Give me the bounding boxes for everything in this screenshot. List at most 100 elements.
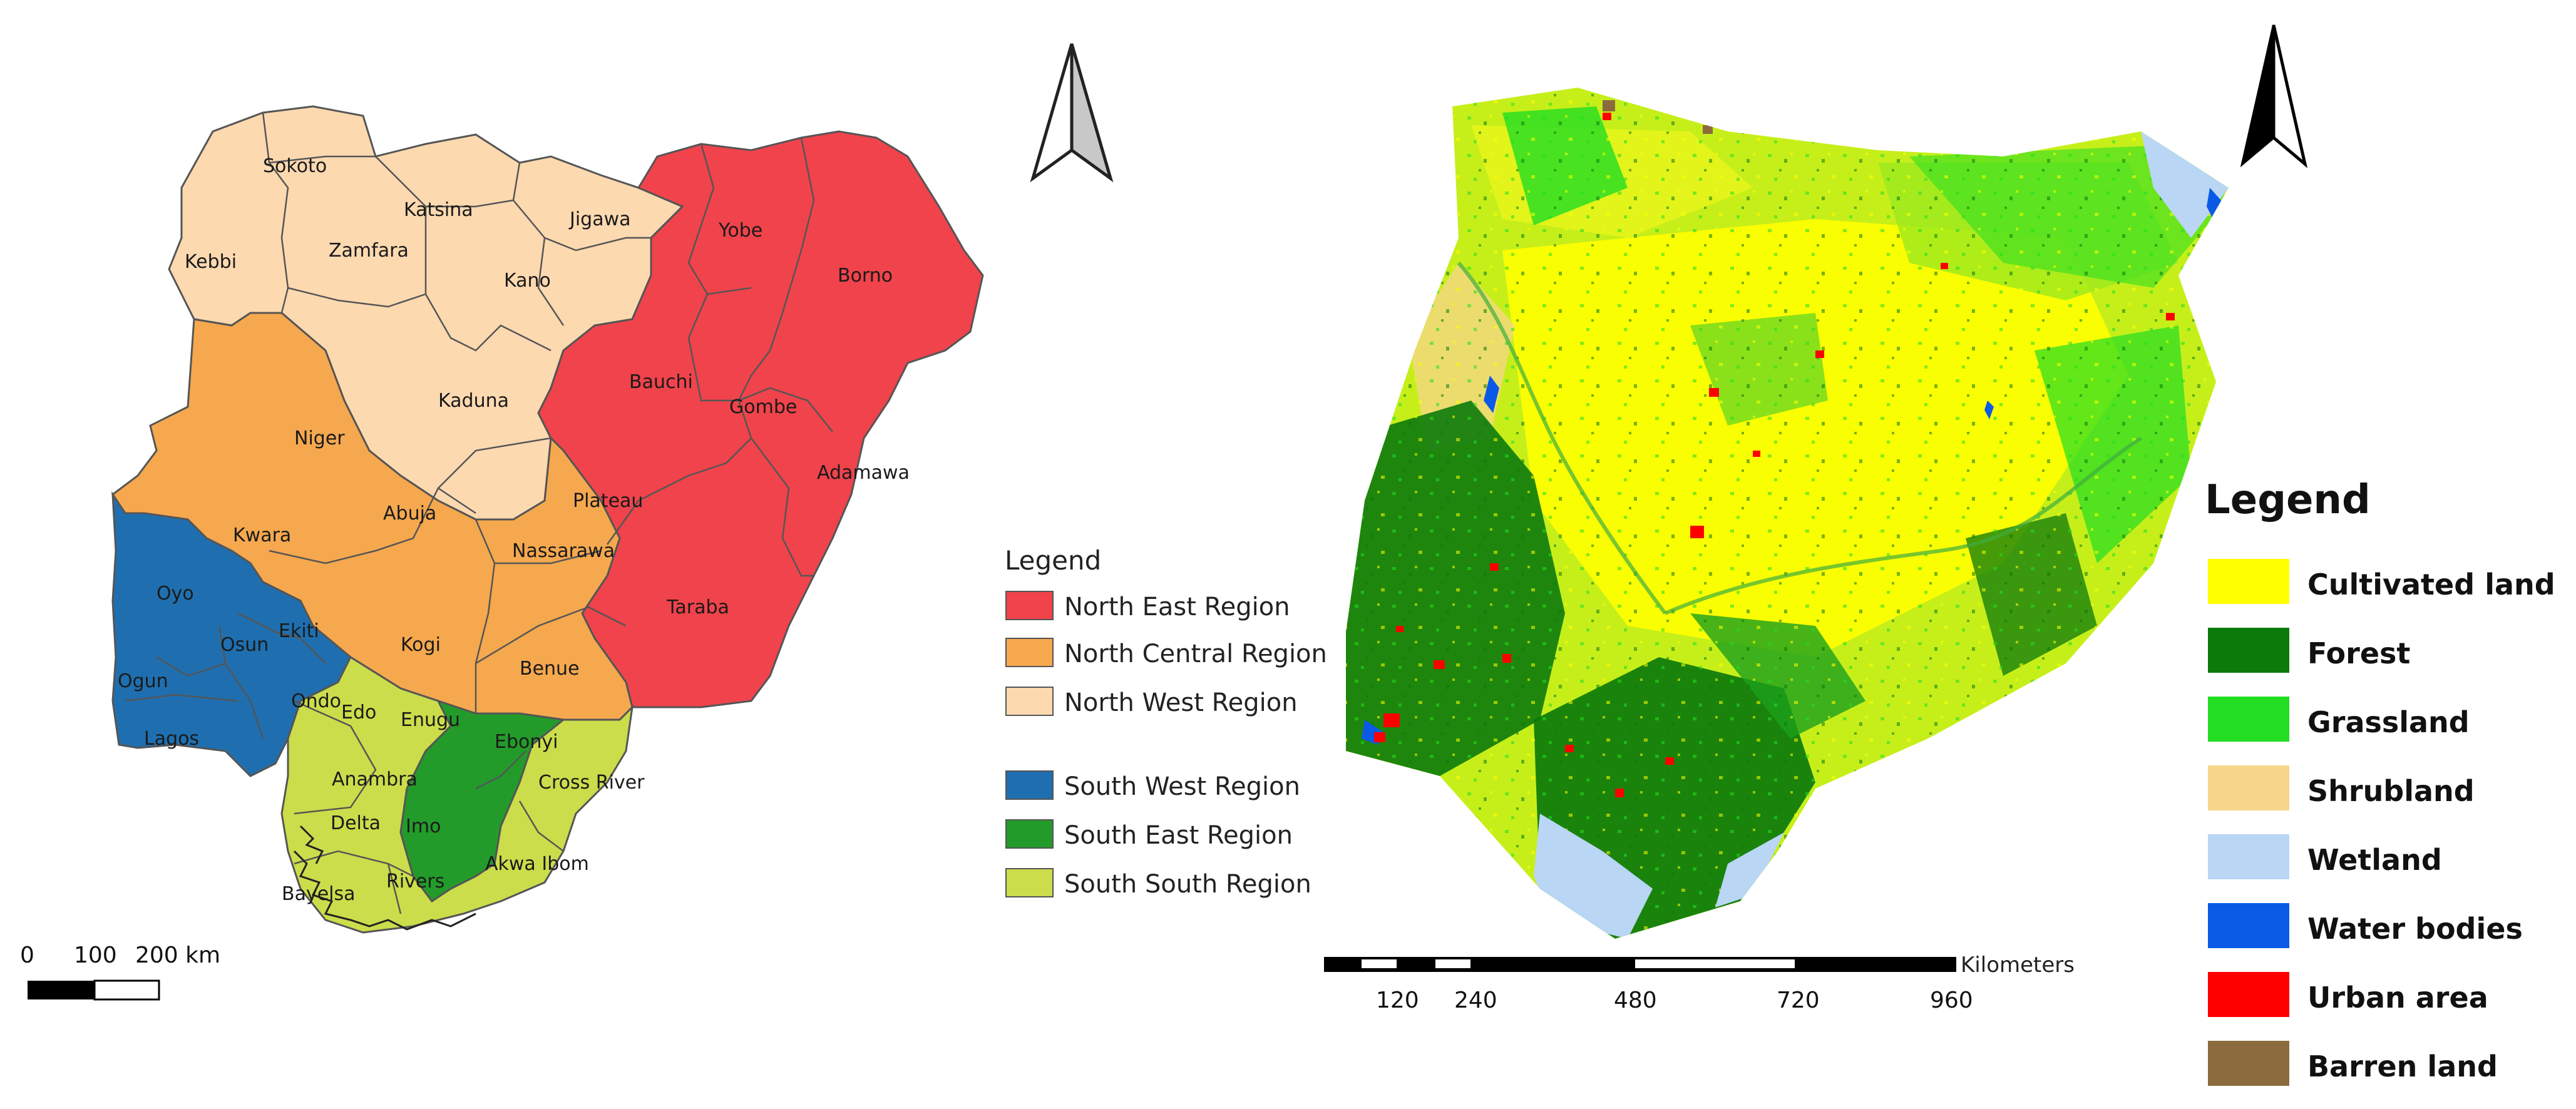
legend-label: South West Region bbox=[1064, 772, 1300, 801]
legend-item-north-east: North East Region bbox=[1005, 591, 1290, 621]
legend-swatch bbox=[1005, 868, 1054, 897]
right-map: Kilometers 120 240 480 720 960 Legend Cu… bbox=[1324, 24, 2555, 1086]
legend-item-north-west: North West Region bbox=[1005, 687, 1298, 717]
scale-label-0: 0 bbox=[20, 943, 34, 968]
region-north-east bbox=[537, 130, 984, 708]
state-label-edo: Edo bbox=[341, 702, 376, 723]
legend-swatch bbox=[2208, 697, 2289, 742]
state-label-ebonyi: Ebonyi bbox=[495, 731, 558, 753]
legend-swatch bbox=[2208, 834, 2289, 879]
state-label-nassarawa: Nassarawa bbox=[512, 540, 615, 562]
state-label-kano: Kano bbox=[504, 270, 551, 292]
legend-label: Barren land bbox=[2307, 1050, 2498, 1083]
legend-swatch bbox=[1005, 687, 1054, 716]
legend-label: Shrubland bbox=[2307, 774, 2475, 808]
state-label-lagos: Lagos bbox=[144, 728, 199, 750]
legend-item-grassland: Grassland bbox=[2208, 697, 2470, 742]
state-label-gombe: Gombe bbox=[729, 396, 797, 418]
state-label-anambra: Anambra bbox=[332, 769, 418, 790]
state-label-niger: Niger bbox=[294, 427, 345, 449]
legend-swatch bbox=[2208, 903, 2289, 948]
state-label-bayelsa: Bayelsa bbox=[282, 883, 356, 905]
legend-swatch bbox=[1005, 638, 1054, 667]
region-legend: Legend North East Region North Central R… bbox=[1005, 545, 1327, 899]
state-label-ogun: Ogun bbox=[118, 670, 168, 692]
legend-label: Forest bbox=[2307, 636, 2410, 670]
state-label-zamfara: Zamfara bbox=[329, 240, 409, 262]
legend-label: Urban area bbox=[2307, 981, 2488, 1014]
legend-swatch bbox=[2208, 559, 2289, 604]
state-label-yobe: Yobe bbox=[718, 220, 762, 242]
legend-item-north-central: North Central Region bbox=[1005, 638, 1327, 668]
legend-item-forest: Forest bbox=[2208, 628, 2410, 673]
state-label-taraba: Taraba bbox=[666, 596, 729, 618]
state-label-ondo: Ondo bbox=[291, 690, 341, 712]
legend-label: South East Region bbox=[1064, 821, 1293, 850]
scale-tick-240: 240 bbox=[1454, 988, 1497, 1013]
state-label-osun: Osun bbox=[220, 634, 269, 656]
state-label-borno: Borno bbox=[838, 265, 893, 287]
legend-label: Grassland bbox=[2307, 705, 2470, 739]
legend-label: North East Region bbox=[1064, 593, 1290, 621]
scale-label-200km: 200 km bbox=[135, 943, 220, 968]
north-arrow-icon bbox=[1030, 43, 1114, 183]
landcover-legend: Legend Cultivated land Forest Grassland … bbox=[2205, 477, 2555, 1086]
scale-tick-720: 720 bbox=[1777, 988, 1820, 1013]
legend-item-wetland: Wetland bbox=[2208, 834, 2442, 879]
legend-item-south-east: South East Region bbox=[1005, 819, 1293, 850]
legend-label: Cultivated land bbox=[2307, 568, 2555, 601]
legend-swatch bbox=[2208, 765, 2289, 810]
legend-item-south-west: South West Region bbox=[1005, 770, 1300, 801]
legend-swatch bbox=[2208, 1041, 2289, 1086]
legend-label: Water bodies bbox=[2307, 912, 2523, 946]
niger-delta-coast bbox=[293, 825, 476, 931]
legend-label: North Central Region bbox=[1064, 640, 1327, 668]
scale-bar-right: Kilometers 120 240 480 720 960 bbox=[1324, 953, 2075, 1013]
legend-item-urban-area: Urban area bbox=[2208, 972, 2488, 1017]
state-label-plateau: Plateau bbox=[573, 490, 643, 512]
legend-swatch bbox=[2208, 972, 2289, 1017]
state-label-kaduna: Kaduna bbox=[438, 390, 509, 412]
north-arrow-icon bbox=[2240, 24, 2308, 168]
legend-item-water-bodies: Water bodies bbox=[2208, 903, 2523, 948]
state-labels: Sokoto Katsina Jigawa Kebbi Zamfara Kano… bbox=[118, 155, 910, 905]
state-label-delta: Delta bbox=[331, 812, 381, 834]
state-boundaries bbox=[125, 112, 833, 914]
region-legend-title: Legend bbox=[1005, 545, 1101, 576]
state-label-kebbi: Kebbi bbox=[185, 251, 237, 273]
state-label-katsina: Katsina bbox=[404, 199, 473, 221]
scale-tick-480: 480 bbox=[1614, 988, 1657, 1013]
legend-item-barren-land: Barren land bbox=[2208, 1041, 2498, 1086]
legend-label: South South Region bbox=[1064, 870, 1311, 899]
left-map: Sokoto Katsina Jigawa Kebbi Zamfara Kano… bbox=[20, 43, 1327, 1001]
state-label-benue: Benue bbox=[520, 658, 580, 680]
scale-bar-left: 0 100 200 km bbox=[20, 943, 220, 1001]
legend-item-south-south: South South Region bbox=[1005, 868, 1311, 899]
landcover-legend-title: Legend bbox=[2205, 477, 2371, 523]
legend-swatch bbox=[1005, 770, 1054, 800]
legend-item-cultivated-land: Cultivated land bbox=[2208, 559, 2555, 604]
state-label-akwa-ibom: Akwa Ibom bbox=[485, 853, 589, 875]
state-label-jigawa: Jigawa bbox=[568, 208, 631, 230]
legend-swatch bbox=[1005, 591, 1054, 620]
state-label-enugu: Enugu bbox=[401, 709, 460, 731]
state-label-imo: Imo bbox=[406, 815, 441, 837]
scale-tick-960: 960 bbox=[1930, 988, 1973, 1013]
state-label-abuja: Abuja bbox=[383, 503, 436, 524]
legend-label: North West Region bbox=[1064, 688, 1298, 717]
state-label-sokoto: Sokoto bbox=[263, 155, 327, 177]
state-label-ekiti: Ekiti bbox=[279, 620, 319, 642]
state-label-kwara: Kwara bbox=[233, 524, 291, 546]
state-label-adamawa: Adamawa bbox=[817, 462, 910, 484]
legend-swatch bbox=[2208, 628, 2289, 673]
legend-item-shrubland: Shrubland bbox=[2208, 765, 2475, 810]
scale-unit: Kilometers bbox=[1961, 953, 2075, 978]
state-label-cross-river: Cross River bbox=[538, 772, 645, 794]
state-label-bauchi: Bauchi bbox=[629, 371, 693, 393]
state-label-rivers: Rivers bbox=[386, 871, 444, 892]
legend-label: Wetland bbox=[2307, 843, 2442, 877]
land-cover-raster bbox=[1346, 88, 2229, 939]
scale-tick-120: 120 bbox=[1376, 988, 1419, 1013]
